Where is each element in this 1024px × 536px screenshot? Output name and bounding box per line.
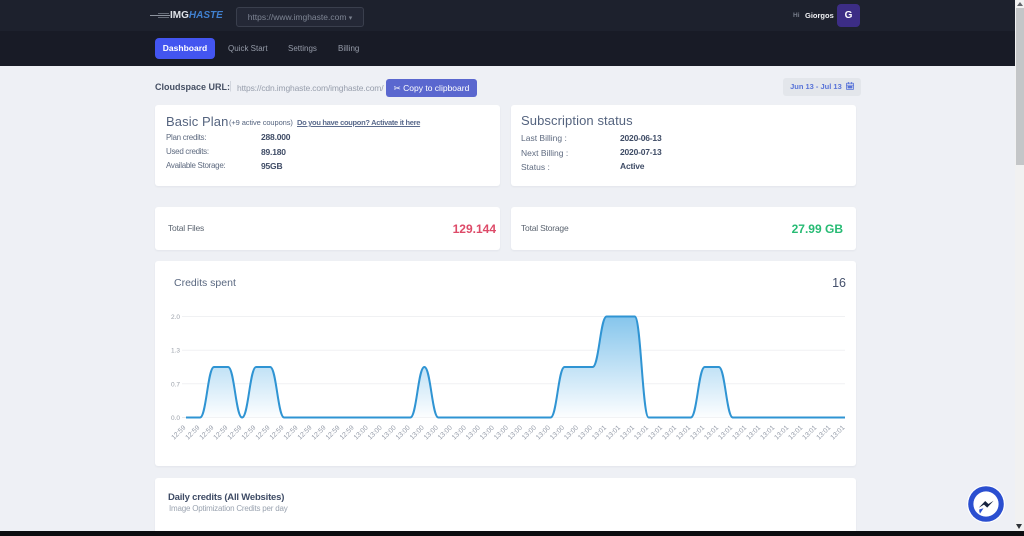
svg-text:12:59: 12:59 [170, 424, 187, 441]
svg-text:13:00: 13:00 [353, 424, 370, 441]
svg-text:13:00: 13:00 [521, 424, 538, 441]
svg-text:12:59: 12:59 [198, 424, 215, 441]
svg-text:12:59: 12:59 [255, 424, 272, 441]
svg-text:13:01: 13:01 [759, 424, 776, 441]
svg-text:13:00: 13:00 [493, 424, 510, 441]
svg-text:0.7: 0.7 [171, 381, 180, 388]
svg-text:2.0: 2.0 [171, 314, 180, 321]
svg-text:13:01: 13:01 [633, 424, 650, 441]
svg-text:13:01: 13:01 [661, 424, 678, 441]
svg-text:13:00: 13:00 [549, 424, 566, 441]
svg-text:13:00: 13:00 [451, 424, 468, 441]
svg-text:12:59: 12:59 [339, 424, 356, 441]
svg-text:12:59: 12:59 [241, 424, 258, 441]
svg-text:13:00: 13:00 [507, 424, 524, 441]
svg-text:13:01: 13:01 [703, 424, 720, 441]
svg-text:13:01: 13:01 [675, 424, 692, 441]
svg-text:12:59: 12:59 [184, 424, 201, 441]
svg-text:13:01: 13:01 [689, 424, 706, 441]
svg-text:13:01: 13:01 [647, 424, 664, 441]
svg-text:13:00: 13:00 [409, 424, 426, 441]
svg-text:13:00: 13:00 [423, 424, 440, 441]
svg-text:12:59: 12:59 [212, 424, 229, 441]
svg-text:13:00: 13:00 [563, 424, 580, 441]
svg-text:13:01: 13:01 [801, 424, 818, 441]
svg-text:13:01: 13:01 [787, 424, 804, 441]
svg-text:12:59: 12:59 [283, 424, 300, 441]
svg-text:13:00: 13:00 [535, 424, 552, 441]
svg-text:1.3: 1.3 [171, 348, 180, 355]
svg-text:12:59: 12:59 [269, 424, 286, 441]
svg-text:13:01: 13:01 [619, 424, 636, 441]
svg-text:12:59: 12:59 [311, 424, 328, 441]
svg-text:13:00: 13:00 [367, 424, 384, 441]
svg-text:13:01: 13:01 [745, 424, 762, 441]
svg-text:13:00: 13:00 [479, 424, 496, 441]
svg-text:13:01: 13:01 [731, 424, 748, 441]
svg-text:13:01: 13:01 [605, 424, 622, 441]
svg-text:12:59: 12:59 [297, 424, 314, 441]
svg-text:12:59: 12:59 [325, 424, 342, 441]
svg-text:13:01: 13:01 [815, 424, 832, 441]
svg-text:13:01: 13:01 [591, 424, 608, 441]
svg-text:13:01: 13:01 [717, 424, 734, 441]
svg-text:13:00: 13:00 [381, 424, 398, 441]
svg-text:0.0: 0.0 [171, 415, 180, 422]
svg-text:13:00: 13:00 [465, 424, 482, 441]
svg-text:13:00: 13:00 [437, 424, 454, 441]
svg-text:13:00: 13:00 [395, 424, 412, 441]
svg-text:13:00: 13:00 [577, 424, 594, 441]
svg-text:12:59: 12:59 [227, 424, 244, 441]
svg-text:13:01: 13:01 [829, 424, 846, 441]
svg-text:13:01: 13:01 [773, 424, 790, 441]
